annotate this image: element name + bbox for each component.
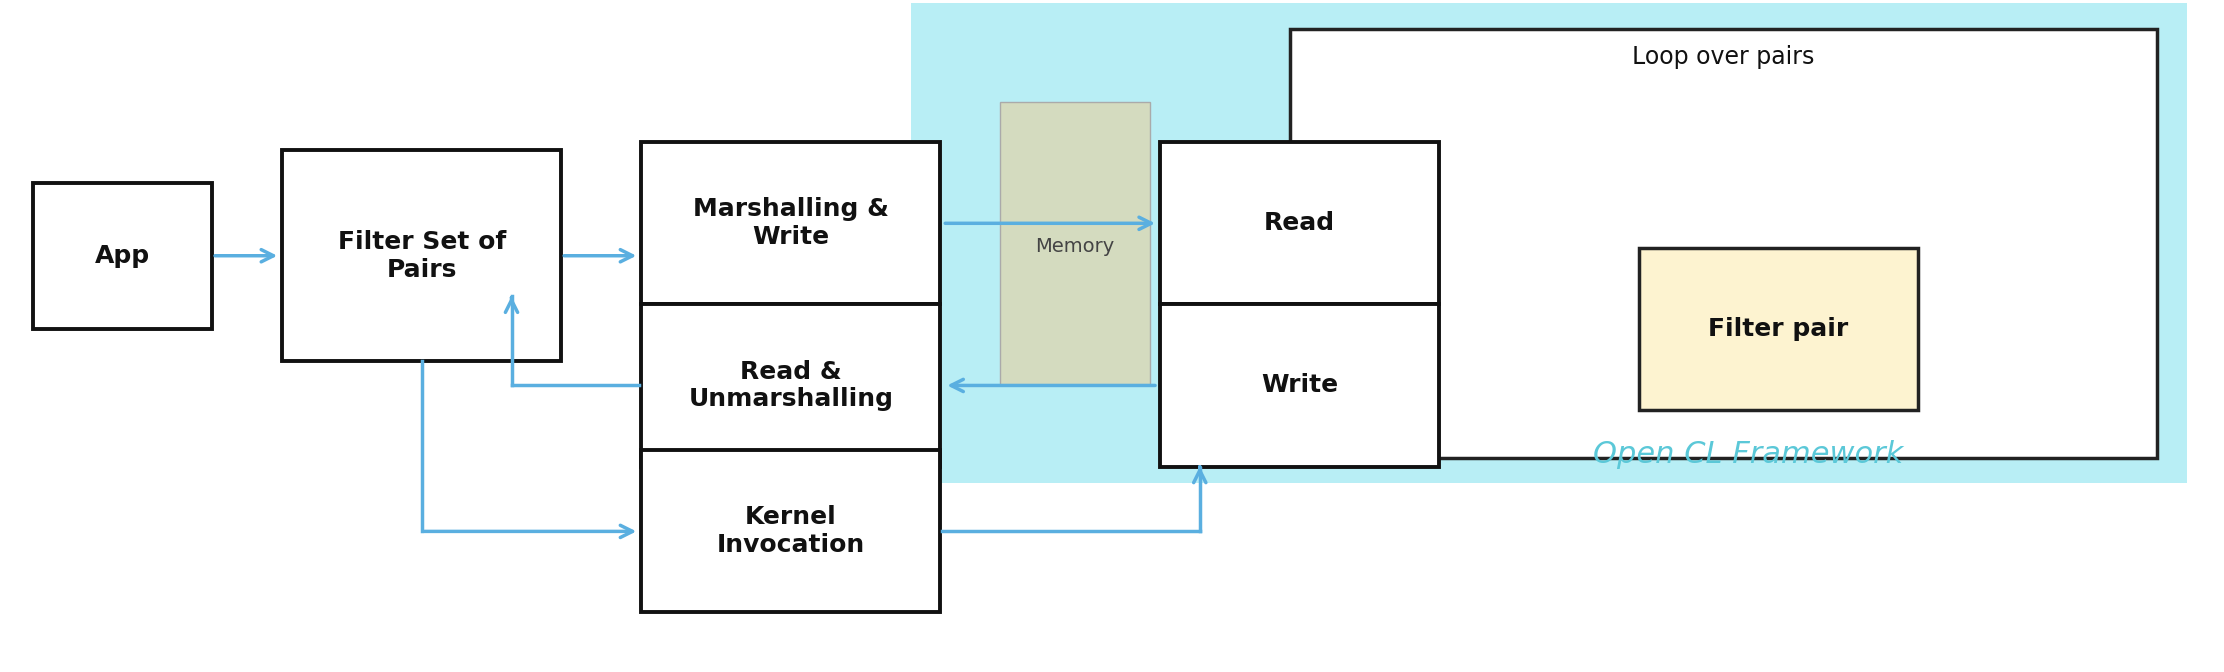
Text: Loop over pairs: Loop over pairs: [1632, 45, 1815, 69]
Text: Read &
Unmarshalling: Read & Unmarshalling: [687, 360, 894, 411]
Text: Kernel
Invocation: Kernel Invocation: [716, 505, 865, 557]
Text: App: App: [96, 244, 149, 267]
Text: Marshalling &
Write: Marshalling & Write: [694, 198, 890, 249]
Text: Memory: Memory: [1036, 237, 1114, 255]
Bar: [641, 450, 941, 612]
Bar: [641, 142, 941, 304]
Bar: [641, 304, 941, 466]
Text: Filter pair: Filter pair: [1708, 317, 1848, 341]
Bar: [1001, 101, 1150, 386]
Text: Read: Read: [1263, 211, 1334, 235]
Text: Filter Set of
Pairs: Filter Set of Pairs: [338, 230, 505, 282]
Bar: [1161, 304, 1439, 466]
Bar: [1639, 247, 1917, 410]
Bar: [33, 183, 211, 329]
Text: Write: Write: [1261, 374, 1339, 397]
Text: Open CL Framework: Open CL Framework: [1592, 440, 1904, 469]
Bar: [282, 151, 560, 361]
Bar: [1290, 29, 2157, 458]
Bar: [910, 0, 2188, 482]
Bar: [1161, 142, 1439, 304]
